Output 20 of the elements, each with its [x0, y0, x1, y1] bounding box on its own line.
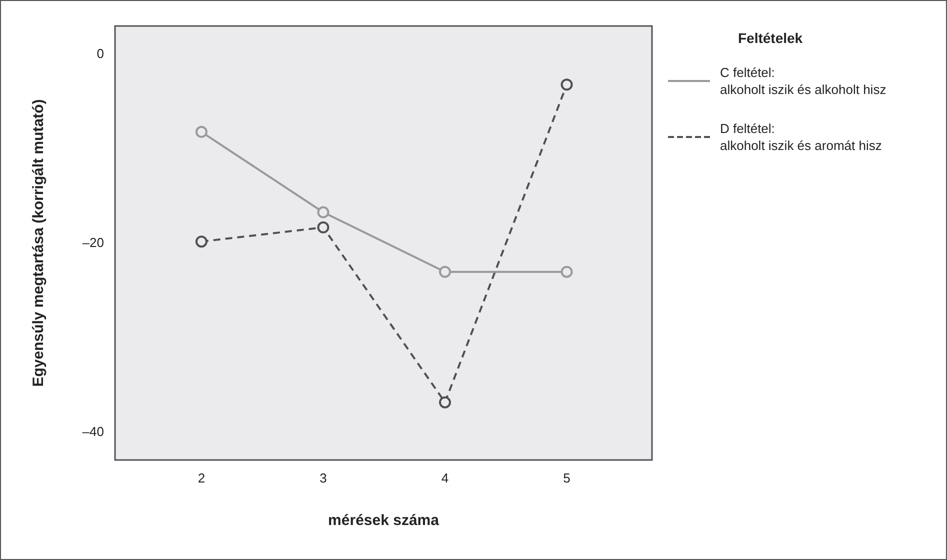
- point: [438, 396, 451, 408]
- x-axis-title: mérések száma: [328, 512, 440, 530]
- point: [560, 78, 573, 91]
- x-tick-label: 4: [441, 470, 449, 486]
- point: [438, 266, 451, 278]
- point: [317, 221, 330, 234]
- y-tick-label: –20: [82, 235, 104, 250]
- point: [195, 126, 208, 138]
- point: [317, 206, 330, 218]
- y-tick-label: –40: [82, 424, 104, 440]
- legend-label: D feltétel: alkoholt iszik és aromát hisz: [720, 120, 882, 154]
- y-tick-label: 0: [96, 46, 104, 61]
- legend-label: C feltétel: alkoholt iszik és alkoholt hisz: [720, 64, 886, 98]
- point: [195, 236, 208, 248]
- point: [560, 266, 573, 278]
- legend-title: Feltételek: [738, 30, 804, 46]
- x-tick-label: 5: [563, 470, 570, 486]
- y-axis-title: Egyensúly megtartása (korrigált mutató): [30, 99, 48, 387]
- x-tick-label: 3: [320, 470, 327, 486]
- x-tick-label: 2: [198, 470, 206, 486]
